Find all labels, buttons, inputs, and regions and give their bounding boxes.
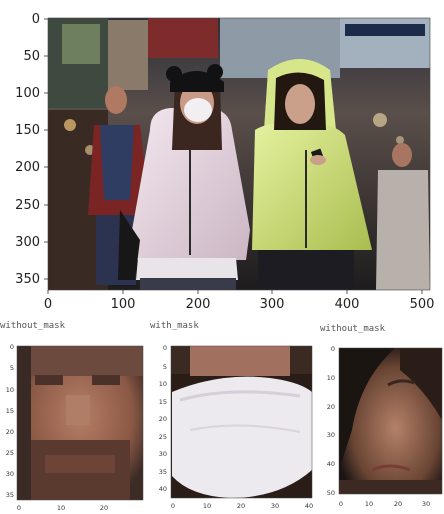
face-crop-man (17, 346, 143, 500)
crop3-y-axis: 0 10 20 30 40 50 (327, 345, 335, 497)
crop2-y-axis: 0 5 10 15 20 25 30 35 40 (159, 344, 167, 493)
crop1-y-tick: 35 (6, 491, 14, 499)
crop3-y-tick: 30 (327, 431, 335, 439)
main-x-axis: 0 100 200 300 400 500 (44, 290, 435, 312)
crop2-x-axis: 0 10 20 30 40 (171, 502, 313, 510)
crop2-x-tick: 0 (171, 502, 175, 510)
main-y-tick: 350 (15, 272, 40, 287)
crop3-x-tick: 10 (365, 500, 373, 508)
main-y-tick: 50 (23, 49, 40, 64)
main-x-tick: 100 (111, 297, 136, 312)
crop2-y-tick: 30 (159, 450, 167, 458)
crop2-y-tick: 5 (163, 363, 167, 371)
crop1-x-axis: 0 10 20 (17, 504, 108, 512)
crop2-x-tick: 30 (271, 502, 279, 510)
main-x-tick: 400 (335, 297, 360, 312)
crop1-y-tick: 5 (10, 364, 14, 372)
crop-title: without_mask (0, 321, 66, 331)
crop1-x-tick: 0 (17, 504, 21, 512)
crop1-y-tick: 0 (10, 343, 14, 351)
main-y-tick: 0 (32, 12, 40, 27)
crop-frame (16, 345, 144, 501)
crop1-x-tick: 20 (100, 504, 108, 512)
street-photo (48, 18, 430, 290)
crop1-x-tick: 10 (57, 504, 65, 512)
crop2-x-tick: 10 (203, 502, 211, 510)
crop3-y-tick: 40 (327, 460, 335, 468)
crop2-y-tick: 20 (159, 415, 167, 423)
main-x-tick: 200 (186, 297, 211, 312)
crop-title: with_mask (150, 321, 199, 331)
crop3-x-tick: 20 (394, 500, 402, 508)
main-x-tick: 300 (260, 297, 285, 312)
crop2-x-tick: 20 (237, 502, 245, 510)
main-y-tick: 100 (15, 86, 40, 101)
main-y-tick: 250 (15, 198, 40, 213)
crop2-y-tick: 15 (159, 398, 167, 406)
crop2-y-tick: 25 (159, 433, 167, 441)
crop3-y-tick: 0 (331, 345, 335, 353)
crop3-x-tick: 0 (339, 500, 343, 508)
main-y-axis: 0 50 100 150 200 250 300 350 (15, 12, 48, 287)
main-frame (47, 17, 431, 291)
crop2-x-tick: 40 (305, 502, 313, 510)
main-x-tick: 0 (44, 297, 52, 312)
crop1-y-tick: 15 (6, 407, 14, 415)
main-y-tick: 200 (15, 160, 40, 175)
crop3-y-tick: 20 (327, 403, 335, 411)
crop2-y-tick: 10 (159, 380, 167, 388)
crop3-x-tick: 30 (422, 500, 430, 508)
crop1-y-axis: 0 5 10 15 20 25 30 35 (6, 343, 14, 499)
face-crop-woman (339, 348, 442, 494)
crop1-y-tick: 30 (6, 470, 14, 478)
crop3-x-axis: 0 10 20 30 (339, 500, 430, 508)
crop-frame (170, 345, 313, 499)
crop2-y-tick: 40 (159, 485, 167, 493)
crop3-y-tick: 10 (327, 374, 335, 382)
main-y-tick: 150 (15, 123, 40, 138)
crop1-y-tick: 25 (6, 449, 14, 457)
crop-frame (338, 347, 443, 495)
crop1-y-tick: 10 (6, 386, 14, 394)
crop2-y-tick: 35 (159, 468, 167, 476)
crop2-y-tick: 0 (163, 344, 167, 352)
main-y-tick: 300 (15, 235, 40, 250)
main-x-tick: 500 (410, 297, 435, 312)
crop-title: without_mask (320, 324, 386, 334)
face-crop-masked (171, 346, 312, 498)
crop3-y-tick: 50 (327, 489, 335, 497)
crop1-y-tick: 20 (6, 428, 14, 436)
